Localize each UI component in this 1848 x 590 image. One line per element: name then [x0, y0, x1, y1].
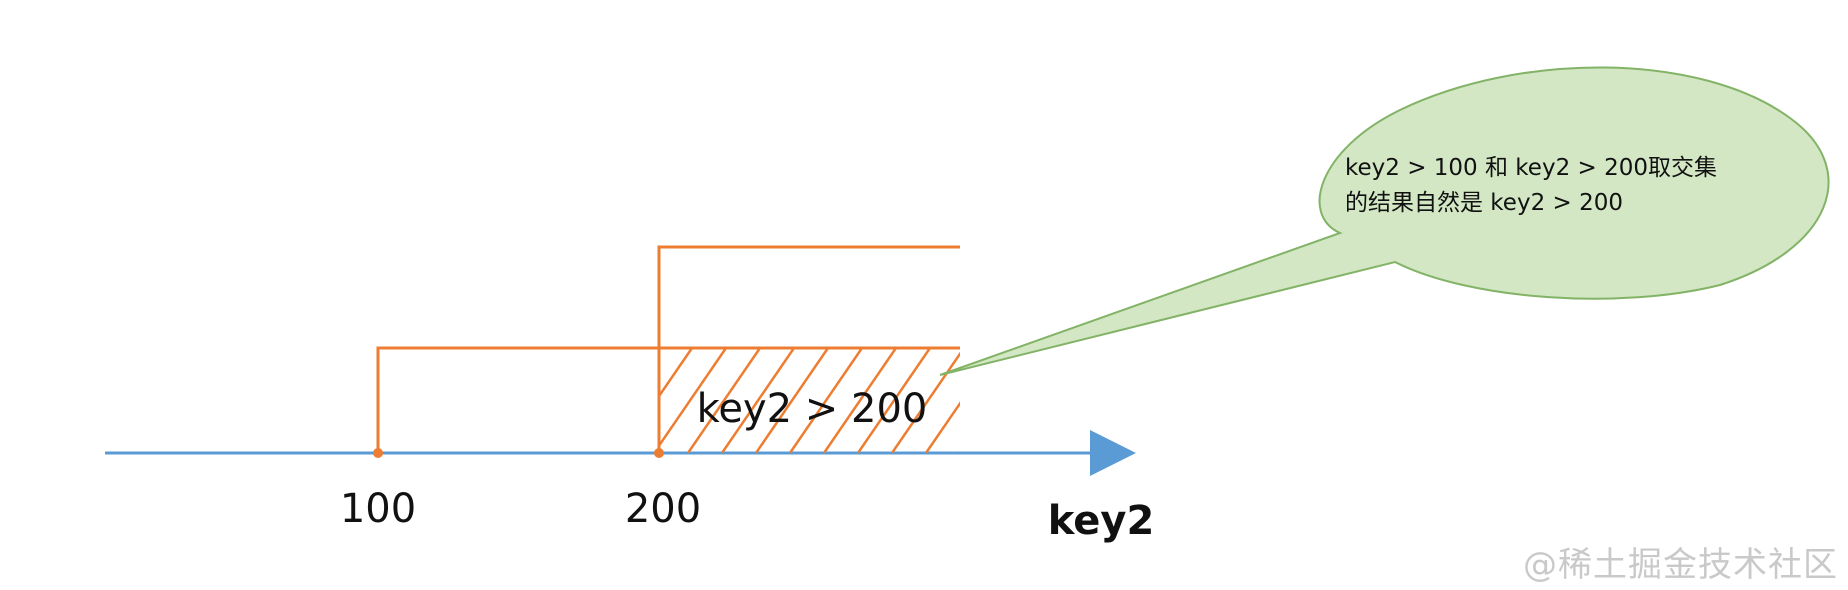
tick-point-100: [373, 448, 383, 458]
tick-label-200: 200: [625, 486, 701, 532]
watermark: @稀土掘金技术社区: [1523, 537, 1838, 586]
axis-arrowhead: [1090, 430, 1136, 476]
hatch-line: [620, 348, 692, 453]
axis-label: key2: [1048, 498, 1155, 544]
callout-text-line2: 的结果自然是 key2 > 200: [1345, 190, 1623, 216]
tick-point-200: [654, 448, 664, 458]
callout-bubble: [940, 67, 1829, 375]
range-label: key2 > 200: [697, 386, 928, 432]
hatch-line: [994, 348, 1066, 453]
callout-text-line1: key2 > 100 和 key2 > 200取交集: [1345, 155, 1717, 181]
tick-label-100: 100: [340, 486, 416, 532]
